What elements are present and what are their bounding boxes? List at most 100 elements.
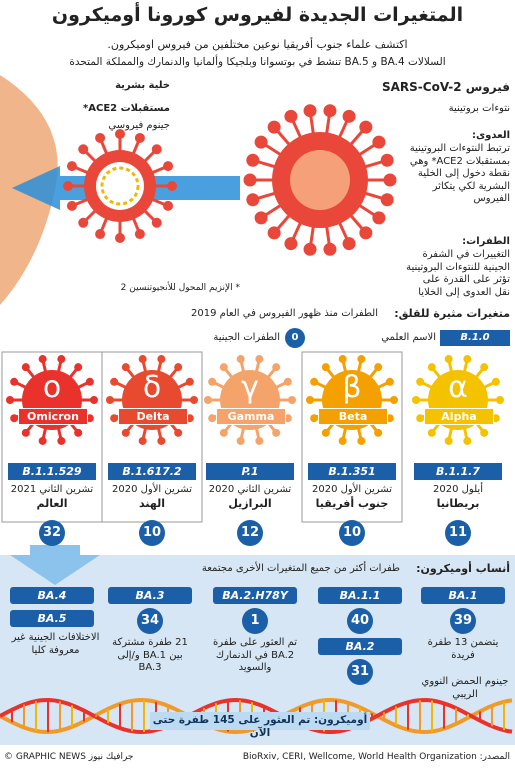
lineage-badge: BA.2 bbox=[318, 638, 402, 655]
legend-number: 0 bbox=[285, 328, 305, 348]
variant-symbol: ο bbox=[42, 370, 62, 405]
lineage-badge: BA.5 bbox=[10, 610, 94, 627]
spike-tip bbox=[338, 355, 347, 364]
spike-tip bbox=[427, 363, 436, 372]
variant-name: Gamma bbox=[216, 408, 286, 425]
label: جينوم فيروسي bbox=[108, 120, 170, 131]
spike-tip bbox=[38, 436, 47, 445]
variant-date: تشرين الأول 2020 bbox=[311, 484, 392, 495]
lineage-badge: B.1.1.7 bbox=[414, 463, 502, 480]
spike-tip bbox=[78, 144, 89, 155]
section-heading: متغيرات مثيرة للقلق: bbox=[394, 307, 510, 320]
subtitle: السلالات BA.4 و BA.5 تنشط في بوتسوانا وب… bbox=[69, 56, 446, 68]
spike-tip bbox=[134, 132, 145, 143]
spike-tip bbox=[85, 377, 94, 386]
mutation-count: 31 bbox=[347, 659, 373, 685]
spike-tip bbox=[204, 396, 212, 404]
lineage-badge: B.1.1.529 bbox=[8, 463, 96, 480]
variant-name: Alpha bbox=[424, 408, 494, 425]
spike-tip bbox=[236, 355, 245, 364]
variant-date: تشرين الثاني 2020 bbox=[208, 484, 292, 495]
spike-tip bbox=[208, 377, 217, 386]
spike-tip bbox=[357, 436, 366, 445]
spike-tip bbox=[427, 428, 436, 437]
spike-tip bbox=[255, 355, 264, 364]
spike-tip bbox=[380, 153, 394, 167]
spike-tip bbox=[444, 355, 453, 364]
down-arrow bbox=[10, 545, 100, 585]
spike-tip bbox=[95, 229, 106, 240]
lineage-badge: BA.2.H78Y bbox=[213, 587, 297, 604]
section-subheading: الطفرات منذ ظهور الفيروس في العام 2019 bbox=[191, 308, 378, 319]
footer-band bbox=[0, 745, 515, 773]
spike-tip bbox=[66, 161, 77, 172]
spike-tip bbox=[163, 200, 174, 211]
label: فيروس SARS-CoV-2 bbox=[381, 80, 510, 94]
spike-tip bbox=[219, 428, 228, 437]
spike-tip bbox=[106, 396, 114, 404]
spike-tip bbox=[90, 396, 98, 404]
spike-tip bbox=[306, 396, 314, 404]
spike-tip bbox=[243, 173, 257, 187]
spike-tip bbox=[246, 153, 260, 167]
spike-tip bbox=[267, 226, 281, 240]
spike-tip bbox=[359, 120, 373, 134]
spike-tip bbox=[174, 363, 183, 372]
spike-tip bbox=[321, 428, 330, 437]
spike-tip bbox=[272, 363, 281, 372]
spike-tip bbox=[416, 414, 425, 423]
spike-tip bbox=[385, 377, 394, 386]
spike-tip bbox=[246, 193, 260, 207]
source: المصدر: BioRxiv, CERI, Wellcome, World H… bbox=[242, 752, 510, 762]
spike-tip bbox=[374, 428, 383, 437]
spike-tip bbox=[208, 414, 217, 423]
spike-tip bbox=[283, 377, 292, 386]
spike-tip bbox=[115, 233, 125, 243]
lineage-badge: B.1.617.2 bbox=[108, 463, 196, 480]
heading: العدوى: bbox=[472, 130, 510, 141]
variant-country: جنوب أفريقيا bbox=[315, 497, 389, 510]
mutation-count: 32 bbox=[39, 520, 65, 546]
spike-tip bbox=[10, 377, 19, 386]
mutation-count: 12 bbox=[237, 520, 263, 546]
spike-tip bbox=[496, 396, 504, 404]
legend-label: الاسم العلمي bbox=[381, 332, 436, 343]
mutation-count: 40 bbox=[347, 608, 373, 634]
lineage-badge: BA.1 bbox=[421, 587, 505, 604]
spike-tip bbox=[284, 109, 298, 123]
spike-tip bbox=[151, 144, 162, 155]
spike-tip bbox=[78, 217, 89, 228]
spike-tip bbox=[321, 363, 330, 372]
legend-badge: B.1.0 bbox=[440, 330, 510, 346]
variant-symbol: β bbox=[342, 370, 362, 405]
spike-tip bbox=[185, 377, 194, 386]
lineage-badge: B.1.351 bbox=[308, 463, 396, 480]
spike-tip bbox=[174, 428, 183, 437]
legend-label: الطفرات الجينية bbox=[213, 332, 280, 343]
spike-tip bbox=[310, 414, 319, 423]
spike-tip bbox=[63, 181, 73, 191]
spike-tip bbox=[190, 396, 198, 404]
variant-symbol: γ bbox=[241, 370, 259, 405]
spike-tip bbox=[121, 363, 130, 372]
spike-tip bbox=[342, 237, 356, 251]
lineage-badge: BA.1.1 bbox=[318, 587, 402, 604]
lineage-badge: BA.3 bbox=[108, 587, 192, 604]
spike-tip bbox=[157, 355, 166, 364]
note: الاختلافات الجينية غير معروفة كليا bbox=[11, 632, 100, 656]
spike-tip bbox=[167, 181, 177, 191]
spike-tip bbox=[57, 355, 66, 364]
spike-tip bbox=[219, 363, 228, 372]
label: نتوءات بروتينية bbox=[448, 103, 510, 114]
spike-tip bbox=[412, 396, 420, 404]
spike-tip bbox=[303, 242, 317, 256]
spike-tip bbox=[357, 355, 366, 364]
spike-tip bbox=[480, 428, 489, 437]
spike-tip bbox=[163, 161, 174, 172]
note: يتضمن 13 طفرة فريدة bbox=[427, 637, 499, 661]
spike-tip bbox=[390, 396, 398, 404]
lineage-badge: P.1 bbox=[206, 463, 294, 480]
label: جينوم الحمض النووي الريبي bbox=[421, 676, 509, 700]
variant-country: الهند bbox=[138, 497, 165, 510]
spike-tip bbox=[323, 242, 337, 256]
